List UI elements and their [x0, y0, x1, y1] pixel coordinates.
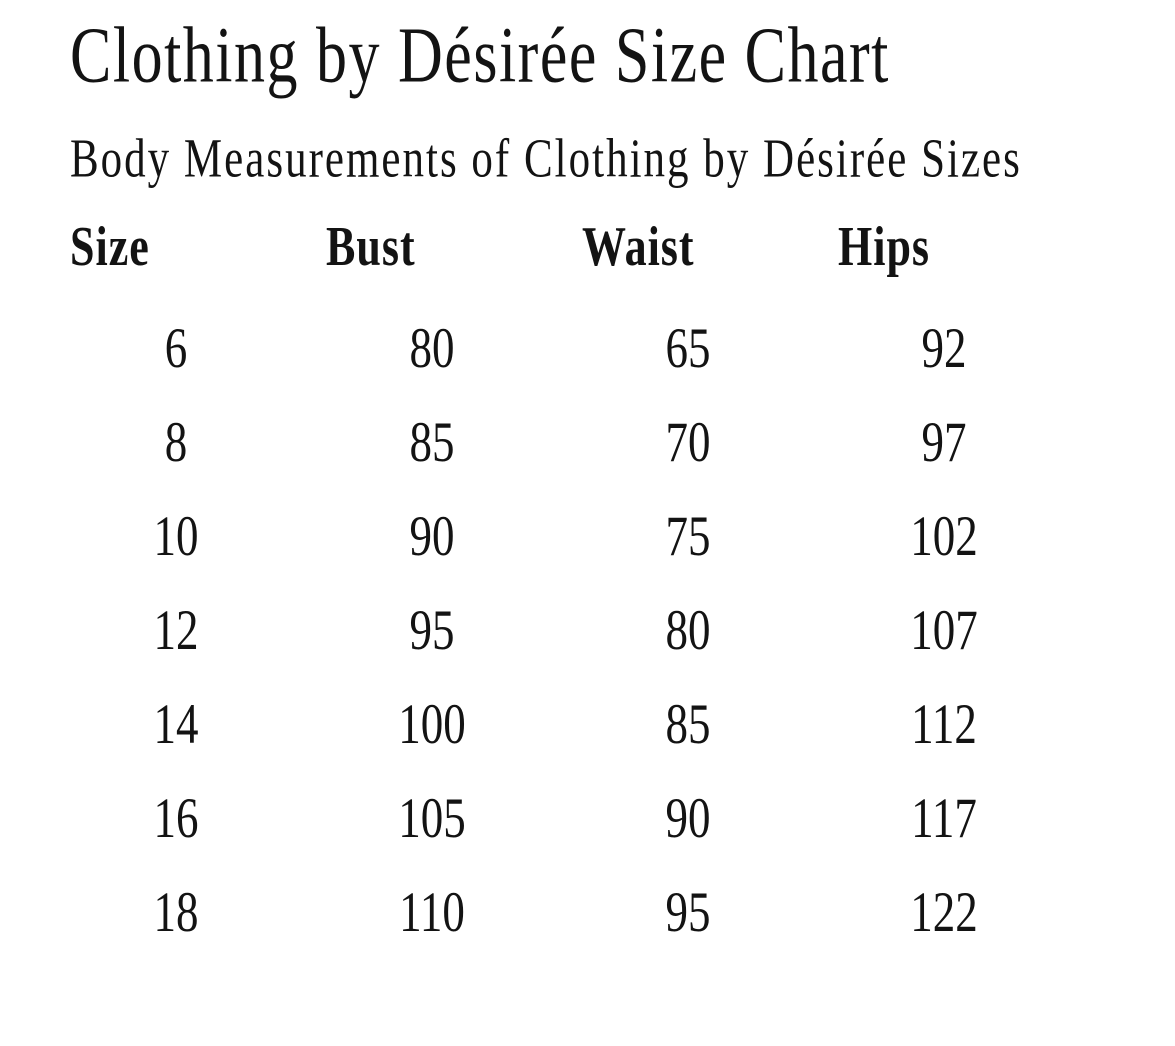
bust-cell: 80: [409, 316, 455, 381]
page-subtitle: Body Measurements of Clothing by Désirée…: [70, 130, 1175, 190]
hips-cell: 92: [921, 316, 967, 381]
column-header-hips: Hips: [838, 214, 931, 278]
page-title: Clothing by Désirée Size Chart: [70, 12, 1175, 99]
hips-cell: 107: [910, 598, 978, 663]
waist-cell: 90: [665, 786, 711, 851]
hips-cell: 122: [910, 880, 978, 945]
column-header-bust: Bust: [326, 214, 416, 278]
page-subtitle-text: Body Measurements of Clothing by Désirée…: [70, 129, 1022, 190]
size-cell: 10: [153, 504, 199, 569]
size-cell: 8: [164, 410, 188, 475]
waist-cell: 70: [665, 410, 711, 475]
bust-cell: 105: [398, 786, 466, 851]
hips-cell: 97: [921, 410, 967, 475]
page-title-text: Clothing by Désirée Size Chart: [70, 12, 890, 100]
hips-cell: 117: [911, 786, 977, 851]
size-cell: 16: [153, 786, 199, 851]
size-cell: 6: [164, 316, 188, 381]
size-chart-table: Size Bust Waist Hips 6 80 65 92 8 85 70 …: [70, 214, 1175, 960]
size-cell: 12: [153, 598, 199, 663]
bust-cell: 85: [409, 410, 455, 475]
column-header-size: Size: [70, 214, 150, 278]
waist-cell: 80: [665, 598, 711, 663]
waist-cell: 85: [665, 692, 711, 757]
bust-cell: 110: [399, 880, 465, 945]
column-header-waist: Waist: [582, 214, 695, 278]
waist-cell: 65: [665, 316, 711, 381]
size-cell: 14: [153, 692, 199, 757]
size-cell: 18: [153, 880, 199, 945]
waist-cell: 75: [665, 504, 711, 569]
hips-cell: 112: [911, 692, 977, 757]
waist-cell: 95: [665, 880, 711, 945]
bust-cell: 100: [398, 692, 466, 757]
bust-cell: 95: [409, 598, 455, 663]
bust-cell: 90: [409, 504, 455, 569]
hips-cell: 102: [910, 504, 978, 569]
